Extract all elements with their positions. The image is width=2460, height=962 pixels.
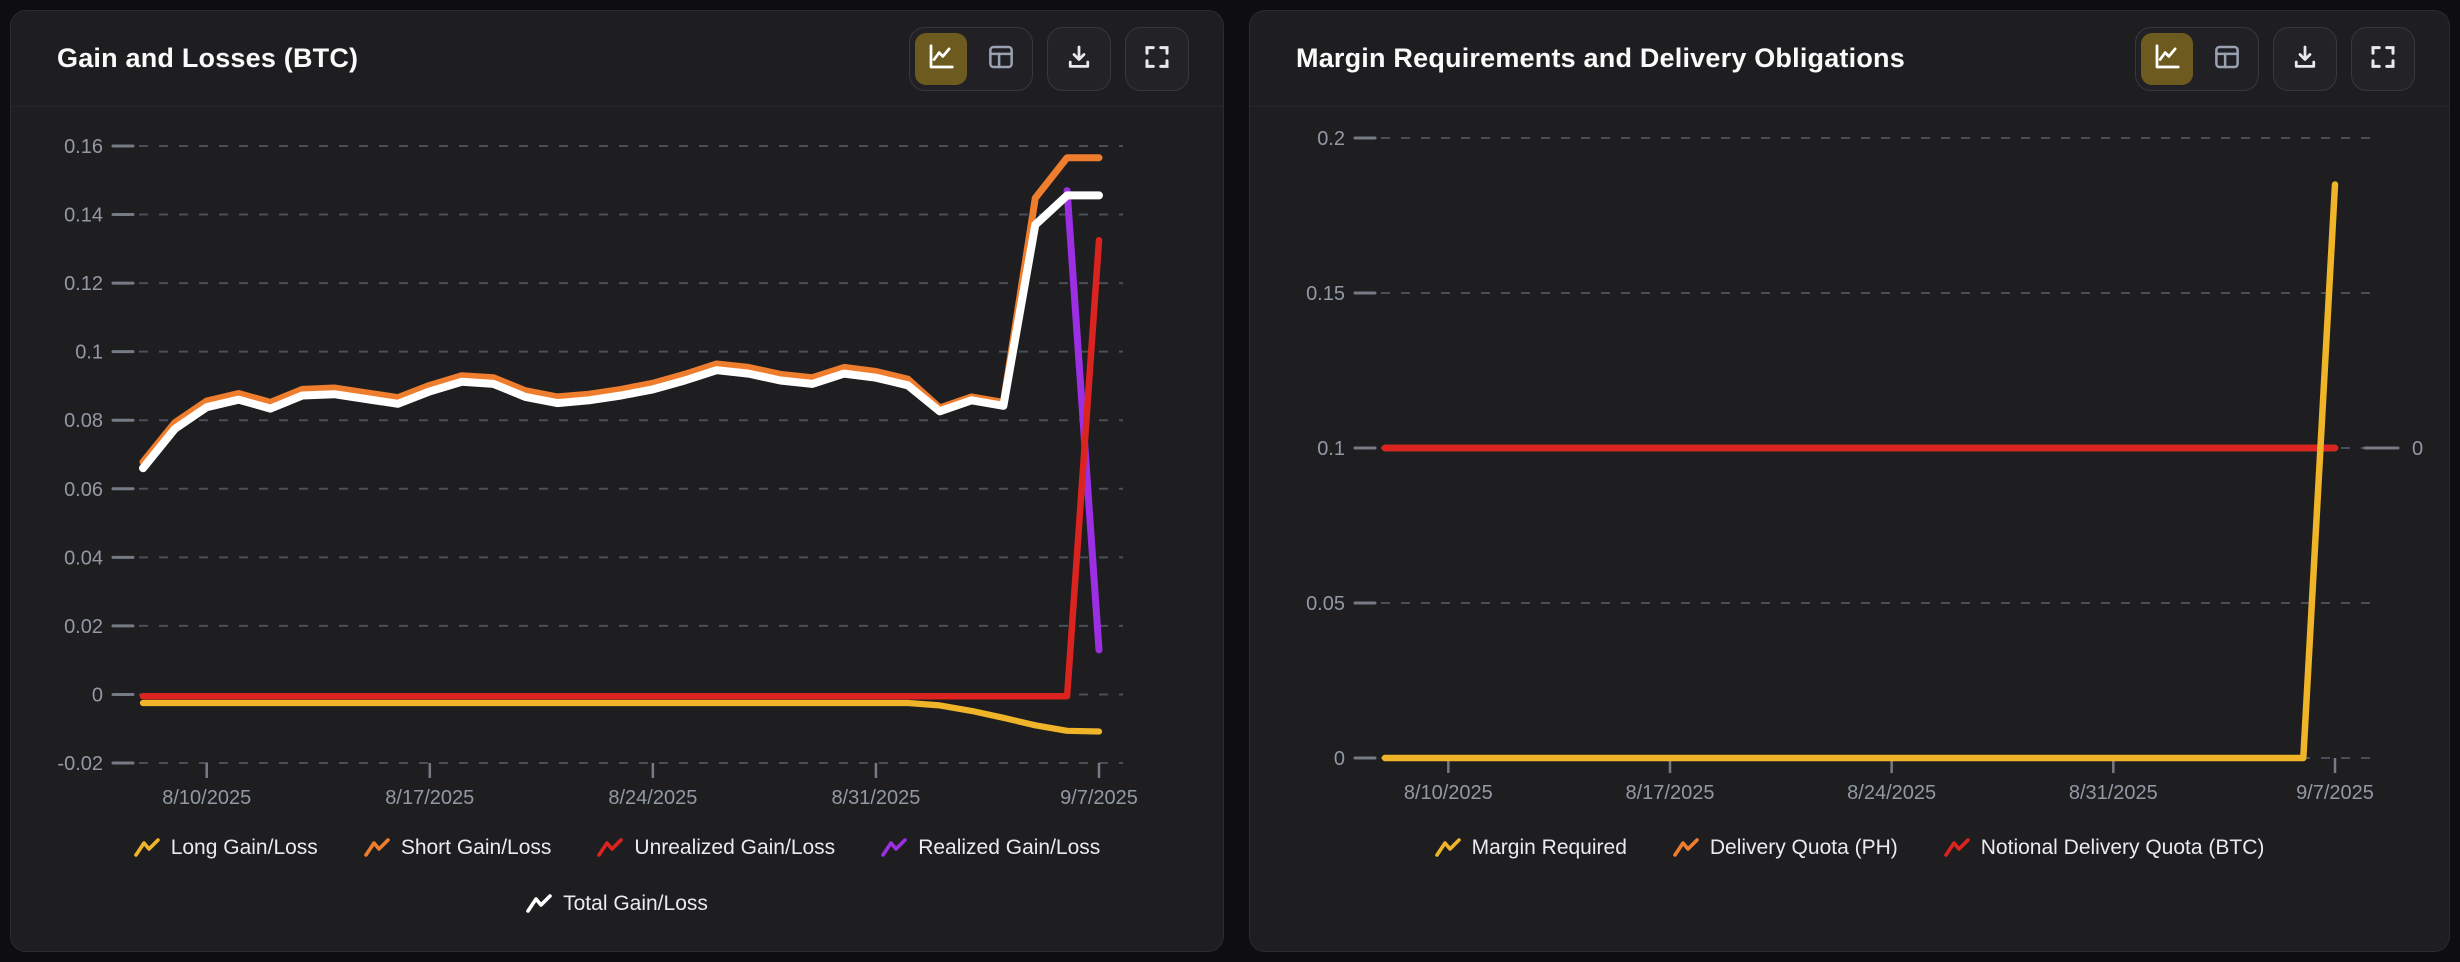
- y-tick-label: 0.16: [64, 136, 103, 158]
- line-chart-icon: [2152, 42, 2182, 75]
- page-title: Gain and Losses (BTC): [57, 43, 358, 74]
- line-chart-view-button[interactable]: [2141, 33, 2193, 85]
- y-tick-label: 0.1: [75, 342, 103, 364]
- x-tick-label: 8/10/2025: [1404, 782, 1493, 804]
- gain-loss-panel: 0.16 0.14 0.12 0.1 0.08 0.06 0.04 0.02 0 -0.02 8/1…: [10, 10, 1224, 952]
- legend-item-realized-gain-loss[interactable]: Realized Gain/Loss: [881, 836, 1100, 860]
- view-toggle: [2135, 27, 2259, 91]
- margin-delivery-chart-canvas[interactable]: 0.2 0.15 0.1 0.05 0 8/10/2025 8/17/2025 8/24/20…: [1250, 11, 2451, 953]
- table-icon: [2212, 42, 2242, 75]
- right-axis: 0: [2365, 438, 2423, 460]
- line-series-icon: [597, 838, 623, 858]
- margin-delivery-panel: 0.2 0.15 0.1 0.05 0 8/10/2025 8/17/2025 8/24/20…: [1249, 10, 2450, 952]
- x-axis: 8/10/2025 8/17/2025 8/24/2025 8/31/2025 9/7/…: [1404, 758, 2374, 804]
- chart-toolbar: [909, 27, 1189, 91]
- legend-label: Unrealized Gain/Loss: [634, 836, 835, 860]
- y-tick-label: 0.04: [64, 547, 103, 569]
- line-series-icon: [134, 838, 160, 858]
- x-tick-label: 8/17/2025: [1626, 782, 1715, 804]
- line-series-icon: [1435, 838, 1461, 858]
- legend-row: Margin Required Delivery Quota (PH) Notion…: [1250, 827, 2449, 869]
- legend-item-delivery-quota-ph[interactable]: Delivery Quota (PH): [1673, 836, 1898, 860]
- legend-label: Total Gain/Loss: [563, 892, 708, 916]
- y-tick-label: 0.06: [64, 479, 103, 501]
- fullscreen-icon: [1142, 42, 1172, 75]
- page-title: Margin Requirements and Delivery Obligat…: [1296, 43, 1905, 74]
- y-tick-label: 0: [92, 684, 103, 706]
- line-chart-icon: [926, 42, 956, 75]
- y-tick-label: -0.02: [57, 753, 103, 775]
- fullscreen-icon: [2368, 42, 2398, 75]
- line-series-icon: [1944, 838, 1970, 858]
- x-tick-label: 8/10/2025: [162, 787, 251, 809]
- y-tick-label: 0: [1334, 748, 1345, 770]
- gain-loss-chart-canvas[interactable]: 0.16 0.14 0.12 0.1 0.08 0.06 0.04 0.02 0 -0.02 8/1…: [11, 11, 1225, 953]
- x-tick-label: 9/7/2025: [1060, 787, 1138, 809]
- fullscreen-button[interactable]: [2351, 27, 2415, 91]
- legend-label: Notional Delivery Quota (BTC): [1981, 836, 2265, 860]
- x-tick-label: 8/31/2025: [2069, 782, 2158, 804]
- view-toggle: [909, 27, 1033, 91]
- line-series-icon: [526, 894, 552, 914]
- right-axis-label: 0: [2412, 438, 2423, 460]
- download-icon: [1064, 42, 1094, 75]
- y-tick-label: 0.02: [64, 616, 103, 638]
- x-axis: 8/10/2025 8/17/2025 8/24/2025 8/31/2025 9/7/…: [162, 763, 1138, 809]
- legend-item-long-gain-loss[interactable]: Long Gain/Loss: [134, 836, 318, 860]
- x-tick-label: 9/7/2025: [2296, 782, 2374, 804]
- legend-label: Realized Gain/Loss: [918, 836, 1100, 860]
- legend-label: Margin Required: [1472, 836, 1627, 860]
- line-series-icon: [1673, 838, 1699, 858]
- legend-item-unrealized-gain-loss[interactable]: Unrealized Gain/Loss: [597, 836, 835, 860]
- y-tick-label: 0.14: [64, 205, 103, 227]
- panel-header: Margin Requirements and Delivery Obligat…: [1250, 11, 2449, 107]
- y-axis: 0.16 0.14 0.12 0.1 0.08 0.06 0.04 0.02 0 -0.02: [57, 136, 1123, 775]
- legend-item-total-gain-loss[interactable]: Total Gain/Loss: [526, 892, 708, 916]
- series-total-gain-loss: [143, 195, 1099, 468]
- legend-label: Short Gain/Loss: [401, 836, 552, 860]
- legend-row: Long Gain/Loss Short Gain/Loss Unrealized …: [11, 827, 1223, 869]
- legend-row: Total Gain/Loss: [11, 883, 1223, 925]
- x-tick-label: 8/24/2025: [1847, 782, 1936, 804]
- table-view-button[interactable]: [975, 33, 1027, 85]
- series-unrealized-gain-loss: [143, 240, 1099, 696]
- y-tick-label: 0.2: [1317, 128, 1345, 150]
- line-series-icon: [364, 838, 390, 858]
- y-tick-label: 0.12: [64, 273, 103, 295]
- y-tick-label: 0.08: [64, 410, 103, 432]
- dashboard: { "panels": [ { "title": "Gain and Losse…: [0, 0, 2460, 962]
- series-realized-gain-loss: [1067, 191, 1099, 650]
- legend-label: Long Gain/Loss: [171, 836, 318, 860]
- line-series-icon: [881, 838, 907, 858]
- legend-item-short-gain-loss[interactable]: Short Gain/Loss: [364, 836, 552, 860]
- download-button[interactable]: [1047, 27, 1111, 91]
- x-tick-label: 8/17/2025: [385, 787, 474, 809]
- legend-label: Delivery Quota (PH): [1710, 836, 1898, 860]
- fullscreen-button[interactable]: [1125, 27, 1189, 91]
- x-tick-label: 8/24/2025: [608, 787, 697, 809]
- download-button[interactable]: [2273, 27, 2337, 91]
- x-tick-label: 8/31/2025: [831, 787, 920, 809]
- y-tick-label: 0.15: [1306, 283, 1345, 305]
- table-icon: [986, 42, 1016, 75]
- chart-toolbar: [2135, 27, 2415, 91]
- line-chart-view-button[interactable]: [915, 33, 967, 85]
- table-view-button[interactable]: [2201, 33, 2253, 85]
- series-short-gain-loss: [143, 158, 1099, 462]
- download-icon: [2290, 42, 2320, 75]
- series-margin-required: [1385, 185, 2335, 759]
- y-tick-label: 0.05: [1306, 593, 1345, 615]
- legend-item-notional-delivery-quota-btc[interactable]: Notional Delivery Quota (BTC): [1944, 836, 2265, 860]
- series-long-gain-loss: [143, 703, 1099, 732]
- legend-item-margin-required[interactable]: Margin Required: [1435, 836, 1627, 860]
- panel-header: Gain and Losses (BTC): [11, 11, 1223, 107]
- y-tick-label: 0.1: [1317, 438, 1345, 460]
